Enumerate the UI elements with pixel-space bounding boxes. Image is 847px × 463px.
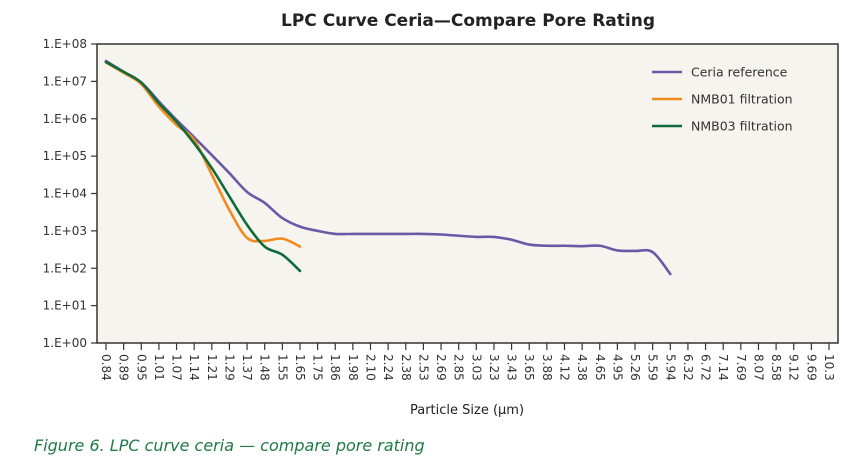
x-tick-label: 0.89 [117,354,131,381]
x-tick-label: 1.14 [187,354,201,381]
x-tick-label: 3.23 [487,354,501,381]
x-tick-label: 4.38 [575,354,589,381]
x-tick-label: 6.72 [699,354,713,381]
y-tick-label: 1.E+06 [43,112,87,126]
x-tick-label: 3.03 [469,354,483,381]
x-tick-label: 0.95 [134,354,148,381]
x-tick-label: 3.43 [505,354,519,381]
lpc-chart: LPC Curve Ceria—Compare Pore Rating 1.E+… [43,11,839,418]
x-tick-label: 8.58 [769,354,783,381]
y-tick-label: 1.E+07 [43,74,87,88]
x-tick-label: 9.69 [804,354,818,381]
y-tick-label: 1.E+02 [43,261,87,275]
x-tick-label: 3.88 [540,354,554,381]
x-tick-label: 2.10 [364,354,378,381]
y-tick-label: 1.E+00 [43,336,87,350]
legend-label: Ceria reference [691,65,788,80]
x-tick-label: 7.14 [716,354,730,381]
x-tick-label: 4.12 [557,354,571,381]
x-tick-label: 1.07 [170,354,184,381]
x-axis-label: Particle Size (µm) [410,403,524,418]
x-tick-label: 1.55 [275,354,289,381]
chart-title: LPC Curve Ceria—Compare Pore Rating [281,11,655,31]
x-tick-label: 5.94 [663,354,677,381]
plot-area [96,43,839,344]
x-tick-label: 2.69 [434,354,448,381]
x-tick-label: 1.29 [222,354,236,381]
x-tick-label: 10.3 [822,354,836,381]
x-axis: 0.84 0.89 0.95 1.01 1.07 1.14 1.21 1.29 1.37 1.48… [99,343,836,381]
legend: Ceria reference NMB01 filtration NMB03 fil… [652,65,793,134]
x-tick-label: 1.65 [293,354,307,381]
x-tick-label: 9.12 [787,354,801,381]
x-tick-label: 5.26 [628,354,642,381]
x-tick-label: 1.01 [152,354,166,381]
figure-caption: Figure 6. LPC curve ceria — compare pore… [34,436,425,455]
x-tick-label: 1.37 [240,354,254,381]
x-tick-label: 1.48 [258,354,272,381]
x-tick-label: 4.65 [593,354,607,381]
y-tick-label: 1.E+03 [43,224,87,238]
y-tick-label: 1.E+01 [43,299,87,313]
x-tick-label: 1.98 [346,354,360,381]
x-tick-label: 6.32 [681,354,695,381]
x-tick-label: 1.21 [205,354,219,381]
x-tick-label: 5.59 [646,354,660,381]
x-tick-label: 2.85 [452,354,466,381]
y-tick-label: 1.E+08 [43,37,87,51]
series-lines [104,59,672,276]
x-tick-label: 8.07 [751,354,765,381]
x-tick-label: 1.75 [311,354,325,381]
x-tick-label: 1.86 [328,354,342,381]
legend-label: NMB01 filtration [691,92,793,107]
legend-label: NMB03 filtration [691,119,793,134]
x-tick-label: 2.24 [381,354,395,381]
x-tick-label: 4.95 [610,354,624,381]
x-tick-label: 7.69 [734,354,748,381]
x-tick-label: 3.65 [522,354,536,381]
y-axis: 1.E+00 1.E+01 1.E+02 1.E+03 1.E+04 1.E+05 1.E+… [43,37,97,350]
x-tick-label: 2.53 [416,354,430,381]
x-tick-label: 0.84 [99,354,113,381]
series-line-nmb03-filtration [104,60,302,273]
y-tick-label: 1.E+05 [43,149,87,163]
y-tick-label: 1.E+04 [43,187,87,201]
x-tick-label: 2.38 [399,354,413,381]
